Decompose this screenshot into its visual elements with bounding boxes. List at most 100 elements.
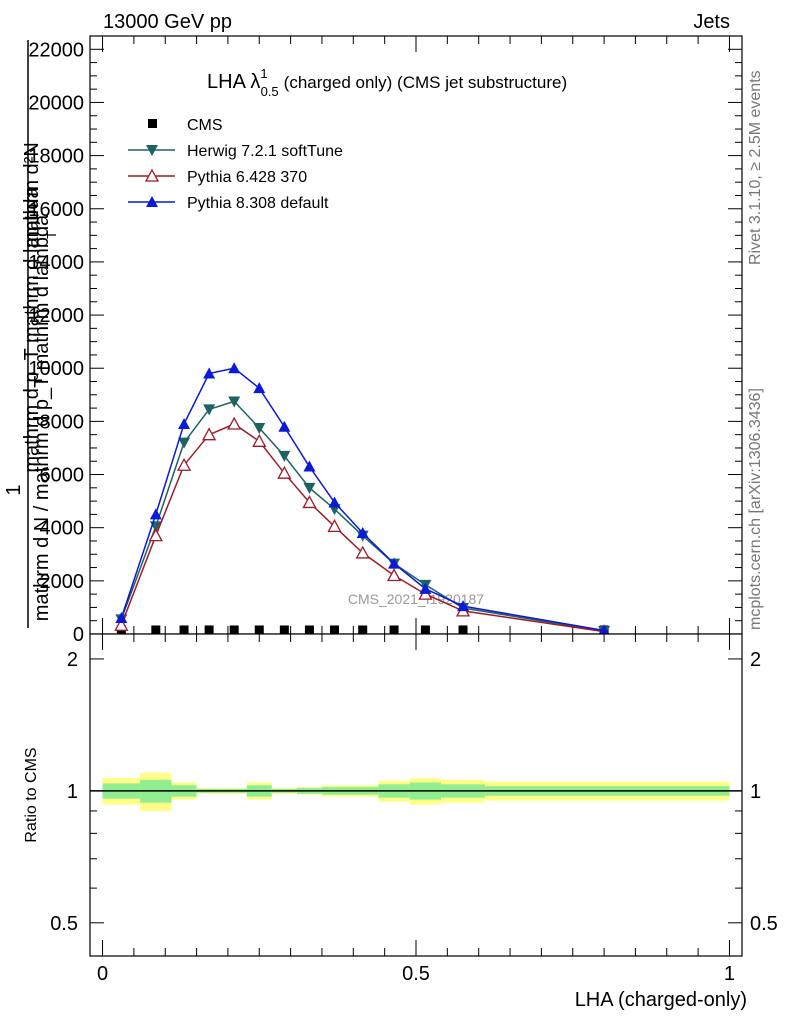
y-label-subscript-t: T: [44, 231, 59, 239]
rivet-version-label: Rivet 3.1.10, ≥ 2.5M events: [747, 70, 764, 265]
ratio-plot-frame: [89, 633, 743, 957]
legend-label-cms: CMS: [187, 117, 223, 134]
legend-item-herwig: Herwig 7.2.1 softTune: [128, 143, 343, 160]
point-cms: [420, 625, 430, 635]
point-cms: [330, 625, 339, 635]
y-tick-label: 16000: [28, 199, 84, 221]
y-tick-label: 18000: [28, 146, 84, 168]
series-line-pythia6: [120, 423, 605, 633]
series-line-pythia8: [120, 367, 605, 632]
chart-title-rest: (charged only) (CMS jet substructure): [284, 73, 567, 92]
y-label-one: 1: [3, 484, 25, 495]
y-label-fraction-bottom: mathrm d N / mathrm d p_T mathrm d lambd…: [31, 214, 53, 621]
point-pythia8: [178, 418, 191, 430]
chart-title: LHA λ1 0.5 (charged only) (CMS jet substru…: [207, 66, 567, 99]
point-pythia6: [202, 427, 217, 441]
point-pythia8: [356, 527, 369, 539]
chart-title-main: LHA λ: [207, 71, 260, 93]
point-cms: [358, 625, 368, 635]
main-panel: CMS_2021_I1920187 0 2000 4000 6000 8000 10000…: [28, 35, 743, 646]
y-tick-label: 6000: [40, 465, 85, 487]
point-herwig: [203, 404, 216, 416]
ratio-y-axis: 0.5 0.5 1 1 2 2: [50, 649, 778, 935]
chart-title-superscript: 1: [260, 66, 267, 81]
point-herwig: [278, 450, 291, 462]
point-cms: [229, 625, 239, 635]
ratio-y-tick-label-right: 1: [750, 781, 761, 803]
energy-label: 13000 GeV pp: [103, 11, 232, 33]
point-pythia8: [228, 362, 241, 374]
legend-label-pythia6: Pythia 6.428 370: [187, 169, 307, 186]
y-tick-label: 2000: [40, 571, 85, 593]
point-cms: [389, 625, 399, 635]
x-axis-label: LHA (charged-only): [575, 989, 747, 1011]
point-pythia8: [253, 382, 266, 394]
process-label: Jets: [693, 11, 730, 33]
ratio-panel: 0.5 0.51 12 2 0 0.5 1 Ratio to CMS LHA (charg…: [23, 633, 778, 1011]
point-pythia6: [302, 495, 317, 509]
legend-item-pythia8: Pythia 8.308 default: [128, 195, 329, 212]
y-label-numerator: mathrm d²N: [21, 142, 43, 248]
y-label-fraction-top: mathrm d p_T mathrm d lambda: [21, 186, 43, 472]
point-cms: [179, 625, 189, 635]
legend-label-herwig: Herwig 7.2.1 softTune: [187, 143, 343, 160]
analysis-watermark: CMS_2021_I1920187: [348, 591, 484, 607]
legend-marker-cms: [148, 119, 157, 128]
point-pythia6: [148, 528, 163, 542]
point-pythia8: [328, 496, 341, 508]
y-tick-label: 22000: [28, 39, 84, 61]
point-pythia6: [327, 519, 342, 533]
legend: CMS Herwig 7.2.1 softTune Pythia 6.428 3…: [128, 117, 343, 212]
point-pythia6: [227, 416, 242, 430]
legend-label-pythia8: Pythia 8.308 default: [187, 195, 329, 212]
point-pythia8: [203, 367, 216, 379]
point-herwig: [253, 423, 266, 435]
chart-title-subscript: 0.5: [261, 84, 279, 99]
legend-marker-pythia8: [146, 196, 158, 207]
x-tick-label: 0.5: [402, 963, 430, 985]
legend-marker-pythia6: [144, 168, 160, 182]
point-herwig: [228, 396, 241, 408]
legend-item-cms: CMS: [148, 117, 223, 134]
point-pythia8: [303, 460, 316, 472]
point-pythia6: [277, 465, 292, 479]
point-pythia8: [598, 624, 611, 636]
ratio-y-tick-label: 1: [67, 781, 78, 803]
point-cms: [458, 625, 468, 635]
point-herwig: [178, 437, 191, 449]
point-pythia6: [176, 457, 192, 471]
ratio-x-axis: 0 0.5 1: [97, 634, 735, 985]
x-tick-label: 1: [724, 963, 735, 985]
y-tick-label: 12000: [28, 305, 84, 327]
point-pythia8: [419, 582, 432, 594]
point-pythia6: [386, 568, 402, 582]
main-plot-area: [90, 36, 742, 634]
point-pythia6: [114, 617, 129, 631]
legend-item-pythia6: Pythia 6.428 370: [128, 168, 307, 186]
mcplots-reference-label: mcplots.cern.ch [arXiv:1306.3436]: [747, 388, 764, 630]
point-pythia8: [388, 557, 401, 569]
point-pythia6: [252, 433, 267, 447]
point-pythia6: [355, 545, 370, 559]
point-cms: [151, 625, 161, 635]
point-cms: [204, 625, 214, 635]
y-tick-label: 20000: [28, 92, 84, 114]
point-cms: [304, 625, 314, 635]
legend-marker-herwig: [146, 145, 158, 156]
y-tick-label: 10000: [28, 358, 84, 380]
ratio-y-tick-label-right: 2: [750, 649, 761, 671]
ratio-y-tick-label: 2: [67, 649, 78, 671]
y-tick-label: 0: [73, 624, 84, 646]
point-cms: [254, 625, 264, 635]
point-herwig: [303, 482, 316, 494]
series-line-herwig: [120, 400, 605, 632]
y-tick-label: 8000: [40, 411, 85, 433]
point-cms: [279, 625, 289, 635]
point-pythia8: [278, 420, 291, 432]
main-x-axis: [102, 36, 730, 634]
main-y-axis: 0 2000 4000 6000 8000 10000 12000 14000 16000 180…: [28, 35, 742, 646]
main-y-axis-label: mathrm d²N mathrm d p_T mathrm d lambda …: [3, 40, 59, 628]
x-tick-label: 0: [97, 963, 108, 985]
point-pythia8: [149, 508, 162, 520]
